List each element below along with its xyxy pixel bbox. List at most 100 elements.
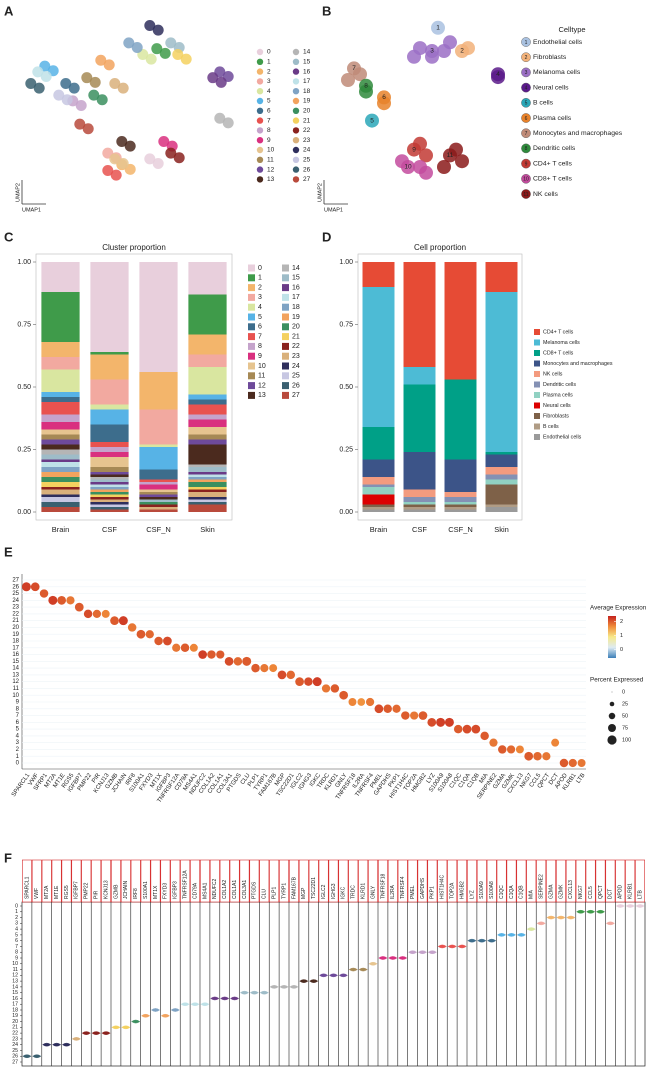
violin — [111, 1025, 121, 1030]
legend-swatch — [521, 67, 531, 78]
panel-letter: F — [4, 850, 12, 865]
gene-header — [595, 859, 606, 903]
y-tick-label: 8 — [16, 706, 20, 712]
violin — [121, 1025, 131, 1030]
gene-header — [526, 859, 537, 903]
y-tick-label: 24 — [12, 598, 19, 604]
legend-swatch — [534, 381, 540, 388]
dot — [374, 704, 384, 714]
panel-letter: D — [322, 229, 331, 244]
bar-segment — [362, 287, 395, 427]
panel-letter: B — [322, 3, 331, 18]
cluster-label: 11 — [447, 152, 454, 159]
bar-segment — [188, 427, 227, 435]
bar-segment — [362, 262, 395, 287]
bar-segment — [41, 262, 80, 292]
legend-label: Monocytes and macrophages — [533, 130, 623, 137]
umap-point — [407, 49, 421, 64]
umap-point — [341, 73, 355, 87]
bar-segment — [90, 352, 129, 355]
legend-label: Melanoma cells — [543, 340, 580, 346]
gene-header — [81, 859, 92, 903]
legend-swatch — [248, 382, 255, 390]
legend-swatch — [248, 293, 255, 301]
legend-number: 3 — [525, 70, 528, 76]
violin — [279, 985, 289, 989]
gene-label: HIST1H4C — [440, 874, 446, 899]
bar-segment — [444, 504, 477, 507]
bar-segment — [403, 452, 436, 490]
violin — [170, 1008, 180, 1012]
legend-swatch — [292, 127, 300, 134]
legend-swatch — [521, 128, 531, 138]
legend-swatch — [256, 176, 264, 183]
bar-segment — [139, 262, 178, 372]
y-tick-label: 16 — [12, 652, 19, 658]
panel-letter: A — [4, 3, 14, 18]
legend-label: 25 — [303, 157, 311, 164]
violin — [487, 938, 497, 943]
dot — [453, 724, 463, 734]
violin — [625, 904, 635, 908]
bar-segment — [90, 467, 129, 472]
legend-swatch — [282, 264, 289, 272]
y-tick-label: 18 — [12, 639, 19, 645]
gene-header — [160, 859, 171, 903]
x-tick-label: CSF_N — [448, 525, 473, 534]
bar-segment — [90, 509, 129, 512]
gene-label: MIA — [529, 889, 535, 899]
legend-label: 2 — [267, 68, 271, 75]
violin — [309, 979, 319, 983]
x-tick-label: Skin — [494, 525, 509, 534]
umap-point — [152, 24, 164, 36]
y-tick-label: 3 — [16, 740, 20, 746]
dot — [154, 636, 163, 646]
gene-label: QPCT — [598, 885, 604, 899]
gene-header — [130, 859, 141, 903]
legend-swatch — [248, 342, 255, 350]
bar-segment — [90, 474, 129, 477]
bar-segment — [188, 419, 227, 427]
gene-label: NDUFC2 — [212, 879, 218, 899]
bar-segment — [139, 492, 178, 495]
bar-segment — [41, 497, 80, 502]
umap-point — [180, 53, 192, 65]
gene-header — [219, 859, 230, 903]
dot — [163, 636, 172, 646]
legend-swatch — [521, 82, 531, 93]
y-tick-label: 9 — [16, 700, 20, 706]
gene-label: RGS5 — [64, 885, 70, 899]
gene-label: PLP1 — [271, 887, 277, 899]
violin — [546, 915, 556, 920]
gene-label: APOD — [618, 884, 624, 899]
dot — [506, 745, 516, 754]
dot — [101, 609, 110, 618]
gene-label: IL2RA — [390, 884, 396, 899]
bar-segment — [188, 487, 227, 490]
dot — [269, 664, 278, 673]
bar-segment — [139, 484, 178, 490]
gene-header — [368, 859, 378, 903]
bar-segment — [362, 507, 395, 510]
y-tick-label: 22 — [12, 1030, 18, 1036]
dot — [480, 731, 489, 741]
gene-label: C1QC — [499, 885, 505, 899]
gene-label: PMP22 — [84, 882, 90, 899]
umap-point — [222, 117, 234, 129]
violin — [447, 944, 457, 949]
violin — [507, 933, 516, 937]
violin — [408, 950, 418, 955]
bar-segment — [139, 372, 178, 410]
violin — [299, 979, 309, 983]
violin — [32, 1054, 42, 1059]
bar-segment — [139, 409, 178, 445]
umap-point — [443, 35, 457, 50]
gene-label: GNLY — [370, 885, 376, 899]
violin — [42, 1042, 52, 1047]
gene-header — [229, 859, 240, 903]
gene-header — [61, 859, 72, 903]
y-tick-label: 21 — [12, 618, 19, 624]
gene-label: IGFBP7 — [74, 881, 80, 899]
bar-segment — [188, 489, 227, 492]
violin — [210, 996, 220, 1001]
